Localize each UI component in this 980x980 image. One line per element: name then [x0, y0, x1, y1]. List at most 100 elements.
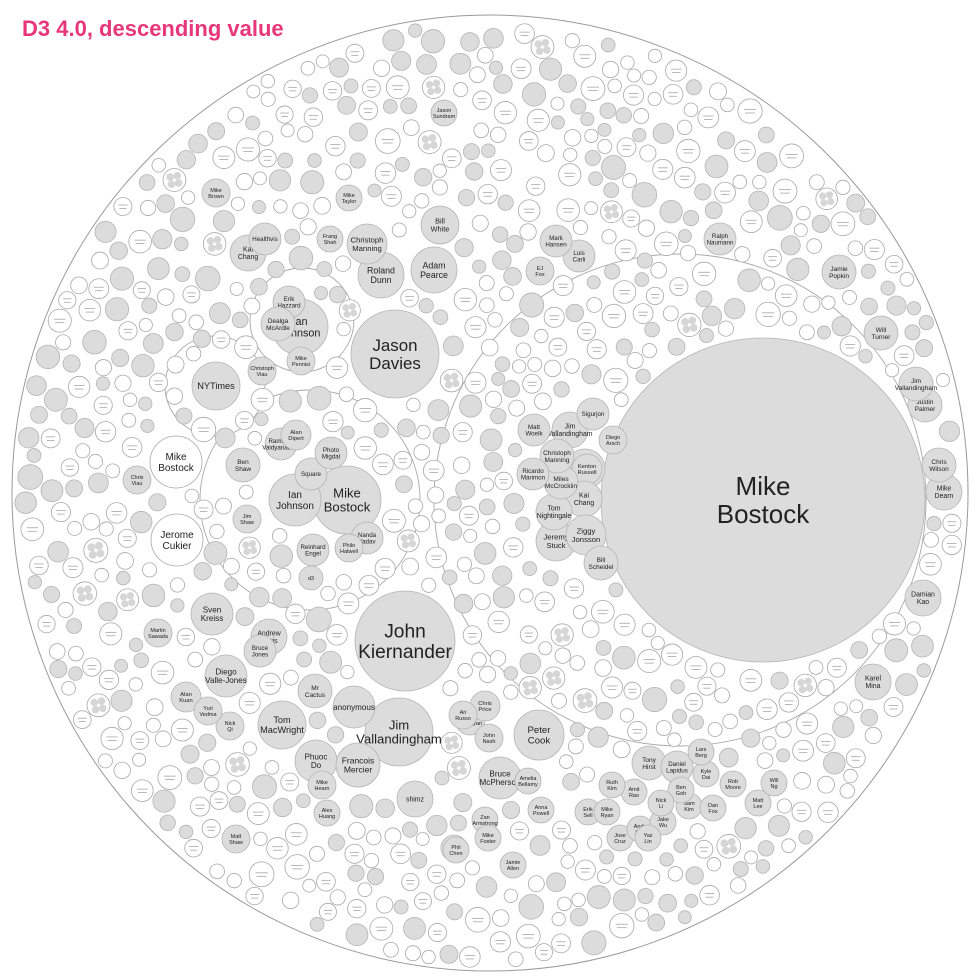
leaf-node [714, 687, 730, 704]
person-label: Alan Dipert [288, 430, 304, 442]
leaf-node [615, 107, 632, 124]
leaf-node [632, 128, 647, 143]
person-circle [699, 794, 727, 822]
person-label: Frang Shah [323, 234, 337, 246]
person-node: Matt Woelk [517, 413, 551, 447]
leaf-node [478, 498, 496, 516]
person-label: Diego Valle-Jones [205, 668, 247, 686]
person-label: Ian Johnson [276, 490, 314, 512]
leaf-node [472, 90, 492, 111]
leaf-node [722, 713, 738, 730]
person-label: Justin Palmer [915, 399, 936, 413]
leaf-node [667, 337, 686, 356]
leaf-node [170, 206, 196, 232]
leaf-node [337, 592, 360, 615]
leaf-node [250, 388, 275, 412]
leaf-node [327, 833, 345, 852]
leaf-node [141, 562, 158, 578]
person-circle [634, 824, 662, 852]
person-label: Zan Armstrong [472, 815, 497, 827]
leaf-node [247, 431, 263, 446]
leaf-node [93, 395, 113, 415]
leaf-node [94, 421, 117, 443]
person-node: Christoph Manning [346, 223, 388, 265]
person-circle [583, 545, 619, 581]
person-circle [313, 799, 341, 827]
leaf-node [308, 711, 327, 730]
leaf-node [734, 246, 751, 263]
person-node: NYTimes [191, 361, 241, 411]
leaf-node [737, 268, 761, 292]
person-node: Rob Moore [719, 770, 747, 798]
leaf-node [603, 182, 620, 199]
leaf-node [613, 392, 629, 408]
person-node: Philo Hatwell [334, 533, 364, 563]
person-node: Jamie Popkin [821, 254, 857, 290]
leaf-node [192, 329, 211, 348]
person-circle [539, 438, 575, 474]
leaf-node [650, 635, 665, 651]
leaf-node [195, 265, 221, 292]
leaf-node [280, 123, 295, 138]
leaf-node [647, 913, 666, 932]
person-node: Matt Lee [744, 789, 772, 817]
leaf-node [82, 513, 100, 531]
leaf-node [446, 496, 462, 512]
leaf-node [449, 52, 472, 75]
person-circle [647, 789, 675, 817]
person-circle [516, 457, 550, 491]
person-node: EJ Fox [525, 256, 555, 286]
leaf-node [714, 181, 736, 204]
leaf-node [405, 945, 421, 962]
leaf-node [781, 310, 797, 326]
person-label: Mark Hansen [545, 235, 567, 249]
person-node: Nick Li [647, 789, 675, 817]
person-label: Ziggy Jonsson [572, 527, 601, 544]
leaf-node [479, 297, 495, 313]
leaf-node [799, 324, 815, 341]
leaf-node [622, 173, 638, 189]
leaf-node [228, 795, 246, 813]
leaf-node [271, 528, 288, 544]
leaf-node [884, 254, 904, 274]
leaf-node [313, 197, 331, 215]
leaf-node [191, 416, 217, 443]
person-node: Ricardo Marimon [516, 457, 550, 491]
leaf-node [140, 418, 155, 433]
leaf-node [166, 355, 185, 374]
person-label: Jason Davies [369, 336, 421, 373]
leaf-node [275, 105, 294, 124]
leaf-node [132, 752, 147, 767]
leaf-node [465, 907, 491, 933]
leaf-node [37, 615, 56, 634]
leaf-node [579, 766, 596, 783]
person-node: Damian Kao [904, 579, 942, 617]
leaf-node [510, 821, 529, 841]
leaf-node [475, 876, 498, 898]
leaf-node [637, 887, 654, 905]
leaf-node [645, 286, 665, 306]
leaf-node [519, 588, 534, 603]
leaf-node [756, 698, 778, 720]
leaf-node [490, 408, 507, 425]
leaf-node [492, 250, 512, 270]
leaf-node [707, 721, 723, 737]
leaf-node [181, 190, 196, 205]
leaf-node [234, 335, 258, 360]
leaf-node [431, 508, 447, 524]
person-circle [448, 700, 478, 730]
leaf-node [157, 765, 183, 790]
leaf-node [832, 715, 855, 739]
leaf-node [655, 720, 672, 736]
leaf-node [522, 561, 538, 576]
leaf-node [138, 318, 153, 333]
leaf-node [704, 154, 729, 179]
leaf-node [519, 131, 539, 151]
leaf-node [393, 450, 413, 470]
person-node: Dealga McArdle [260, 306, 296, 342]
leaf-node [688, 714, 704, 731]
leaf-node [171, 308, 187, 324]
person-node: Lars Berg [687, 738, 715, 766]
leaf-node [481, 143, 496, 158]
leaf-node [560, 854, 575, 869]
